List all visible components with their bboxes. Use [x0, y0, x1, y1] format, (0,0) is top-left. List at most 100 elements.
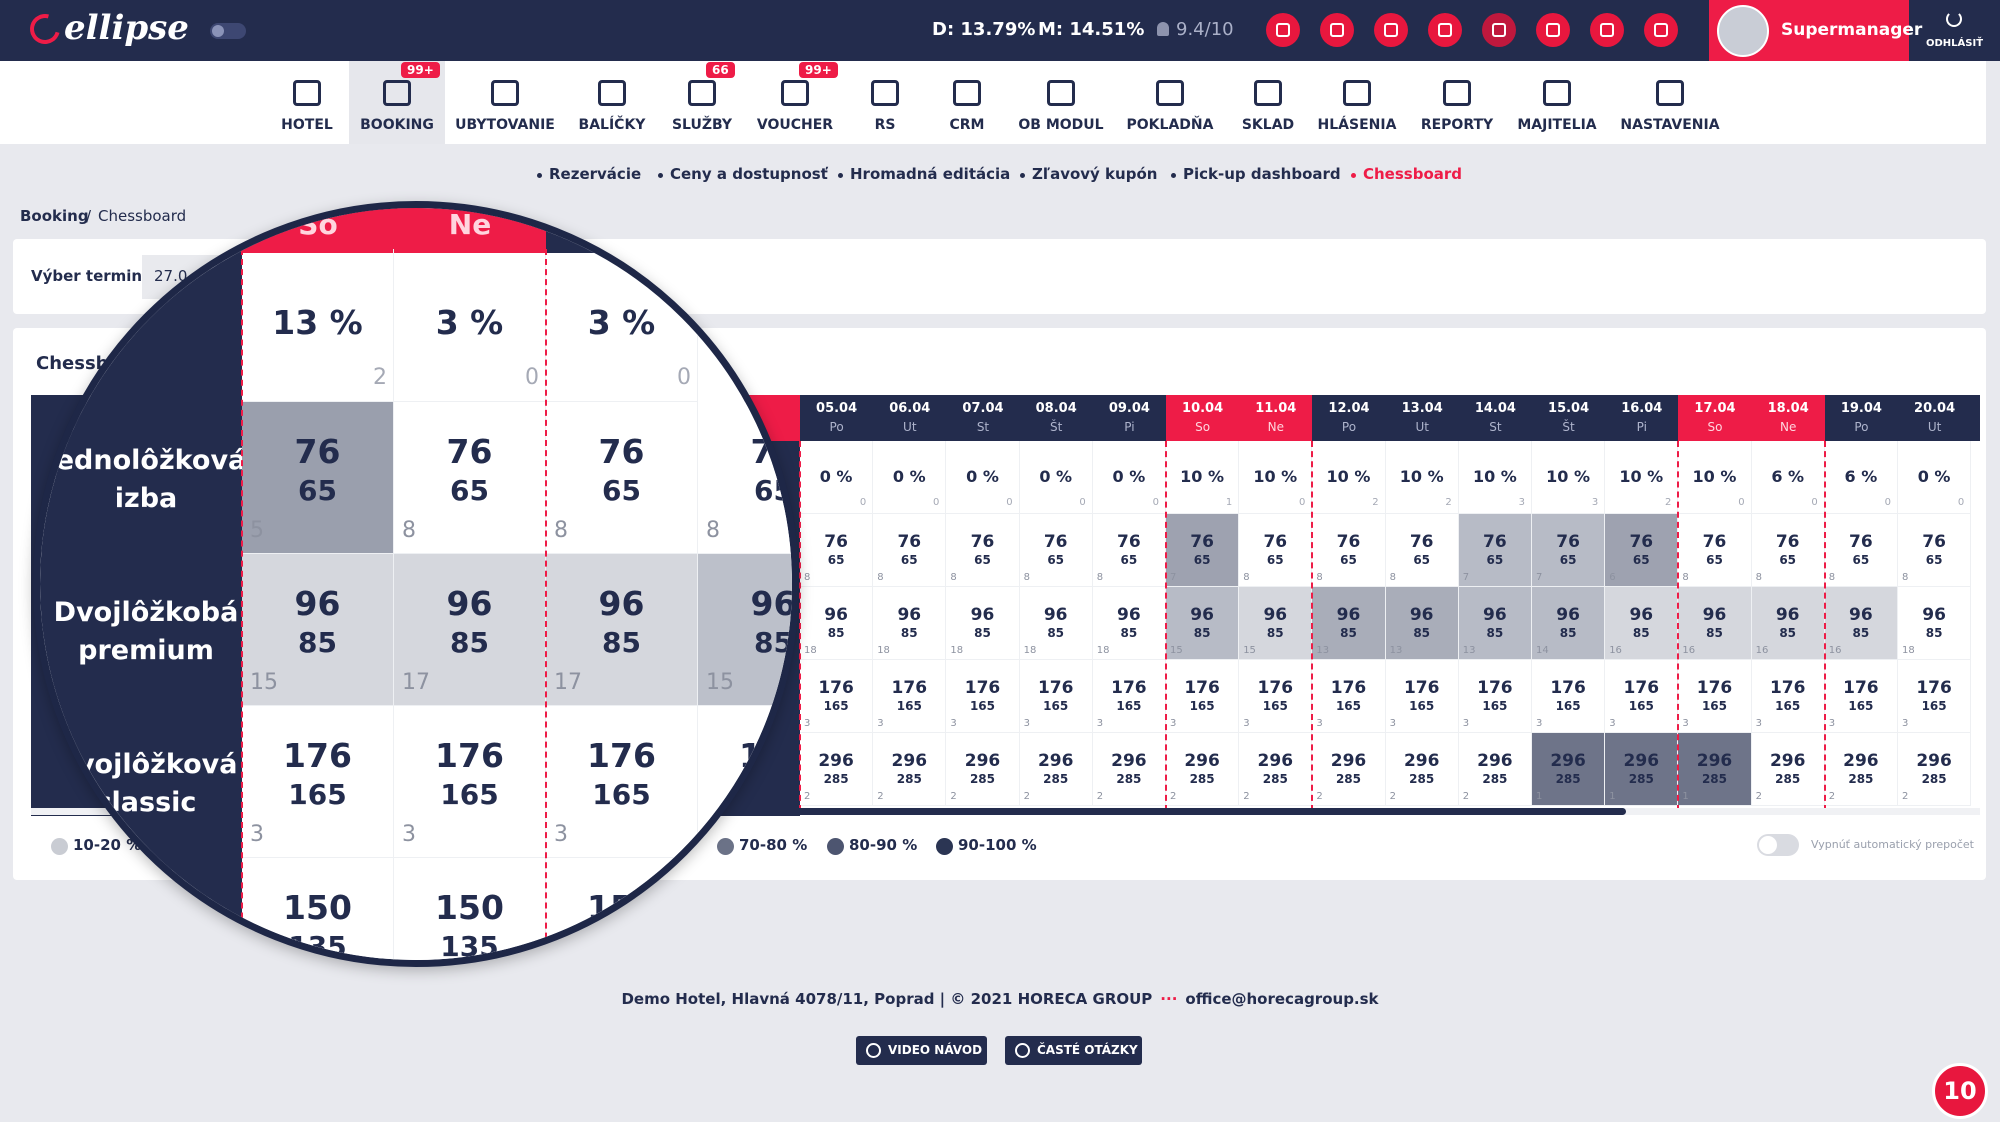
magnifier-cell[interactable]: 150 135 [546, 858, 698, 960]
header-icon[interactable] [1320, 13, 1354, 47]
subnav-item[interactable]: Ceny a dostupnosť [670, 165, 828, 183]
footer-button[interactable]: VIDEO NÁVOD [856, 1036, 987, 1065]
room-cell[interactable]: 96 85 16 [1751, 587, 1825, 660]
room-cell[interactable]: 296 285 2 [873, 733, 947, 806]
room-cell[interactable]: 296 285 2 [1458, 733, 1532, 806]
room-cell[interactable]: 176 165 3 [800, 660, 874, 733]
magnifier-cell[interactable]: 96 85 17 [394, 554, 546, 706]
nav-icon[interactable] [1443, 80, 1471, 106]
user-box[interactable]: Supermanager [1709, 0, 1922, 61]
nav-icon[interactable] [383, 80, 411, 106]
room-cell[interactable]: 76 65 8 [1019, 514, 1093, 587]
room-cell[interactable]: 176 165 3 [1166, 660, 1240, 733]
room-cell[interactable]: 76 65 7 [1166, 514, 1240, 587]
magnifier-cell[interactable]: 150 135 [242, 858, 394, 960]
magnifier-cell[interactable]: 76 65 8 [698, 402, 792, 554]
nav-label[interactable]: SLUŽBY [671, 117, 733, 133]
nav-label[interactable]: BALÍČKY [578, 117, 646, 133]
nav-label[interactable]: REPORTY [1420, 117, 1494, 133]
scroll-thumb[interactable] [714, 808, 1626, 815]
room-cell[interactable]: 96 85 13 [1385, 587, 1459, 660]
subnav-item[interactable]: Zľavový kupón [1032, 165, 1158, 183]
room-cell[interactable]: 96 85 18 [1019, 587, 1093, 660]
room-cell[interactable]: 176 165 3 [1458, 660, 1532, 733]
header-icon[interactable] [1482, 13, 1516, 47]
header-icon[interactable] [1590, 13, 1624, 47]
nav-label[interactable]: CRM [949, 117, 985, 133]
footer-button[interactable]: ČASTÉ OTÁZKY [1005, 1036, 1142, 1065]
room-cell[interactable]: 176 165 3 [1092, 660, 1166, 733]
toggle[interactable] [210, 23, 246, 39]
room-cell[interactable]: 76 65 7 [1458, 514, 1532, 587]
magnifier-cell[interactable]: 76 65 8 [546, 402, 698, 554]
room-cell[interactable]: 96 85 15 [1166, 587, 1240, 660]
room-cell[interactable]: 176 165 3 [1532, 660, 1606, 733]
nav-label[interactable]: SKLAD [1241, 117, 1295, 133]
subnav-item[interactable]: Hromadná editácia [850, 165, 1011, 183]
auto-toggle[interactable] [1757, 834, 1799, 856]
room-cell[interactable]: 296 285 1 [1678, 733, 1752, 806]
room-cell[interactable]: 296 285 2 [1239, 733, 1313, 806]
room-cell[interactable]: 76 65 8 [1385, 514, 1459, 587]
magnifier-cell[interactable]: 96 85 15 [242, 554, 394, 706]
room-cell[interactable]: 296 285 2 [1166, 733, 1240, 806]
nav-icon[interactable] [1254, 80, 1282, 106]
logo[interactable]: ellipse [64, 8, 189, 48]
nav-label[interactable]: MAJITELIA [1517, 117, 1597, 133]
room-cell[interactable]: 96 85 18 [800, 587, 874, 660]
room-cell[interactable]: 296 285 2 [800, 733, 874, 806]
header-icon[interactable] [1374, 13, 1408, 47]
room-cell[interactable]: 76 65 8 [1751, 514, 1825, 587]
room-cell[interactable]: 96 85 16 [1824, 587, 1898, 660]
magnifier-cell[interactable]: 76 65 5 [242, 402, 394, 554]
room-cell[interactable]: 96 85 15 [1239, 587, 1313, 660]
room-cell[interactable]: 96 85 16 [1678, 587, 1752, 660]
magnifier-cell[interactable]: 76 65 8 [394, 402, 546, 554]
nav-label[interactable]: BOOKING [360, 117, 434, 133]
room-cell[interactable]: 96 85 18 [1092, 587, 1166, 660]
room-cell[interactable]: 176 165 3 [1678, 660, 1752, 733]
nav-label[interactable]: HLÁSENIA [1317, 117, 1397, 133]
room-cell[interactable]: 96 85 16 [1605, 587, 1679, 660]
header-icon[interactable] [1644, 13, 1678, 47]
logout[interactable]: ODHLÁSIŤ [1909, 0, 2000, 61]
nav-icon[interactable] [293, 80, 321, 106]
nav-label[interactable]: OB MODUL [1018, 117, 1104, 133]
room-cell[interactable]: 96 85 18 [946, 587, 1020, 660]
nav-icon[interactable] [1047, 80, 1075, 106]
room-cell[interactable]: 76 65 8 [800, 514, 874, 587]
room-cell[interactable]: 76 65 8 [1898, 514, 1972, 587]
room-cell[interactable]: 176 165 3 [1312, 660, 1386, 733]
room-cell[interactable]: 296 285 2 [1385, 733, 1459, 806]
subnav-item[interactable]: Pick-up dashboard [1183, 165, 1341, 183]
room-cell[interactable]: 296 285 1 [1605, 733, 1679, 806]
header-icon[interactable] [1428, 13, 1462, 47]
room-cell[interactable]: 176 165 3 [1239, 660, 1313, 733]
room-cell[interactable]: 96 85 13 [1458, 587, 1532, 660]
nav-label[interactable]: POKLADŇA [1126, 117, 1214, 133]
magnifier-cell[interactable]: 96 85 17 [546, 554, 698, 706]
room-cell[interactable]: 76 65 6 [1605, 514, 1679, 587]
nav-label[interactable]: HOTEL [281, 117, 333, 133]
nav-icon[interactable] [491, 80, 519, 106]
nav-icon[interactable] [871, 80, 899, 106]
room-cell[interactable]: 176 165 3 [1605, 660, 1679, 733]
header-icon[interactable] [1266, 13, 1300, 47]
room-cell[interactable]: 176 165 3 [873, 660, 947, 733]
subnav-item[interactable]: Rezervácie [549, 165, 642, 183]
room-cell[interactable]: 76 65 8 [1678, 514, 1752, 587]
room-cell[interactable]: 96 85 14 [1532, 587, 1606, 660]
nav-label[interactable]: VOUCHER [756, 117, 834, 133]
nav-icon[interactable] [688, 80, 716, 106]
room-cell[interactable]: 296 285 2 [1898, 733, 1972, 806]
nav-icon[interactable] [1656, 80, 1684, 106]
room-cell[interactable]: 76 65 8 [1092, 514, 1166, 587]
room-cell[interactable]: 76 65 7 [1532, 514, 1606, 587]
room-cell[interactable]: 76 65 8 [1312, 514, 1386, 587]
nav-icon[interactable] [781, 80, 809, 106]
nav-label[interactable]: NASTAVENIA [1620, 117, 1720, 133]
room-cell[interactable]: 96 85 18 [1898, 587, 1972, 660]
